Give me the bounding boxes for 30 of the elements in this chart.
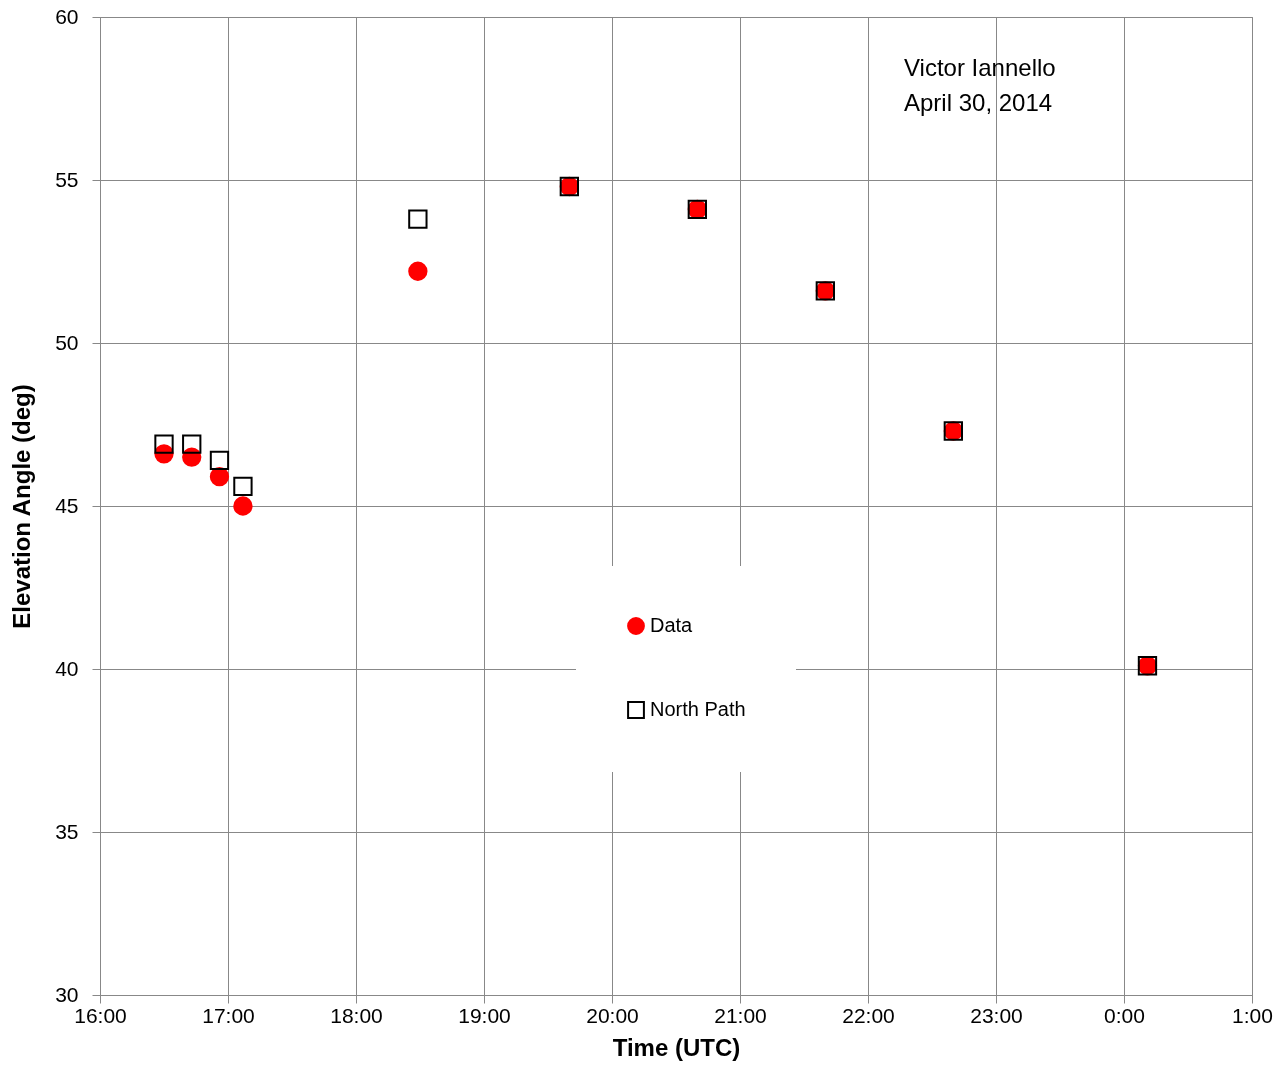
x-tick-label: 18:00 [330, 1003, 383, 1027]
legend-label: Data [650, 614, 694, 636]
point [182, 434, 202, 454]
x-tick-label: 19:00 [458, 1003, 511, 1027]
y-tick-label: 30 [55, 982, 79, 1006]
y-tick-label: 40 [55, 656, 79, 680]
point [209, 467, 230, 487]
point [209, 450, 230, 471]
x-tick-label: 1:00 [1232, 1003, 1273, 1027]
y-tick-label: 60 [55, 4, 79, 28]
x-tick-label: 22:00 [842, 1003, 895, 1027]
point [154, 434, 174, 454]
x-tick-label: 17:00 [202, 1003, 255, 1027]
point [408, 209, 428, 229]
annotation: Victor Iannello April 30, 2014 [904, 54, 1056, 116]
x-tick-label: 21:00 [714, 1003, 767, 1027]
y-axis-title: Elevation Angle (deg) [8, 384, 36, 629]
x-tick-label: 23:00 [970, 1003, 1023, 1027]
x-axis-title: Time (UTC) [612, 1033, 741, 1061]
x-tick-label: 20:00 [586, 1003, 639, 1027]
point [233, 496, 253, 516]
y-tick-label: 45 [55, 493, 79, 517]
legend-label: North Path [650, 698, 746, 720]
x-tick-label: 0:00 [1104, 1003, 1145, 1027]
y-tick-label: 55 [55, 167, 79, 191]
point [408, 261, 428, 281]
point [233, 476, 253, 497]
y-tick-label: 35 [55, 819, 79, 843]
x-tick-label: 16:00 [74, 1003, 127, 1027]
y-tick-label: 50 [55, 330, 79, 354]
